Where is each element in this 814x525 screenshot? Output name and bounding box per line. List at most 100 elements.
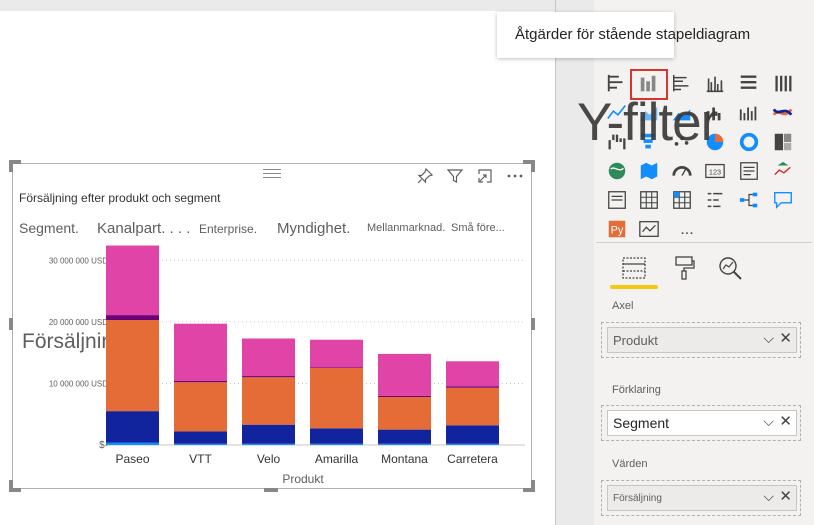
stacked-bar-icon[interactable] — [605, 72, 629, 96]
format-tab[interactable] — [670, 254, 698, 282]
analytics-tab[interactable] — [716, 254, 744, 282]
pin-icon[interactable] — [415, 166, 435, 186]
bar-segment[interactable] — [378, 353, 431, 396]
values-well[interactable]: Försäljning ⌵ ✕ — [601, 480, 801, 516]
bar-segment[interactable] — [378, 395, 431, 397]
resize-handle-middle-left[interactable] — [9, 318, 13, 330]
area-chart-icon[interactable] — [637, 101, 661, 125]
bar-segment[interactable] — [446, 361, 499, 387]
legend-well[interactable]: Segment ⌵ ✕ — [601, 405, 801, 441]
100-bar-icon[interactable] — [737, 72, 761, 96]
scatter-icon[interactable] — [670, 130, 694, 154]
python-visual-icon[interactable]: Py — [605, 217, 629, 241]
resize-handle-top-right-v[interactable] — [531, 160, 535, 172]
legend-item-kanalpartners[interactable]: Kanalpart. . . . — [97, 220, 191, 237]
axis-well[interactable]: Produkt ⌵ ✕ — [601, 322, 801, 358]
bar-segment[interactable] — [174, 382, 227, 432]
bar-segment[interactable] — [378, 443, 431, 445]
bar-segment[interactable] — [446, 425, 499, 444]
multi-row-card-icon[interactable] — [737, 159, 761, 183]
chevron-down-icon[interactable]: ⌵ — [763, 488, 774, 504]
more-visuals-button[interactable]: ... — [675, 218, 699, 242]
bar-segment[interactable] — [242, 376, 295, 378]
resize-handle-middle-right[interactable] — [531, 318, 535, 330]
clustered-bar-icon[interactable] — [670, 72, 694, 96]
resize-handle-bottom-left[interactable] — [9, 488, 21, 492]
line-clustered-icon[interactable] — [737, 101, 761, 125]
remove-field-icon[interactable]: ✕ — [779, 413, 792, 430]
bar-segment[interactable] — [242, 424, 295, 444]
legend-item-enterprise[interactable]: Enterprise. — [199, 222, 258, 236]
chevron-down-icon[interactable]: ⌵ — [763, 330, 774, 346]
bar-segment[interactable] — [174, 323, 227, 381]
smart-narrative-icon[interactable] — [637, 217, 661, 241]
focus-mode-icon[interactable] — [475, 166, 495, 186]
bar-segment[interactable] — [310, 428, 363, 444]
gauge-icon[interactable] — [670, 159, 694, 183]
legend-item-mellanmarknad[interactable]: Mellanmarknad. — [367, 222, 446, 234]
key-influencers-icon[interactable] — [703, 188, 727, 212]
treemap-icon[interactable] — [771, 130, 795, 154]
ribbon-chart-icon[interactable] — [771, 101, 795, 125]
pie-chart-icon[interactable] — [703, 130, 727, 154]
slicer-icon[interactable] — [605, 188, 629, 212]
map-icon[interactable] — [605, 159, 629, 183]
qna-icon[interactable] — [771, 188, 795, 212]
resize-handle-bottom-middle[interactable] — [264, 488, 278, 492]
bar-segment[interactable] — [242, 338, 295, 377]
values-field-pill[interactable]: Försäljning ⌵ ✕ — [607, 485, 797, 511]
100-column-icon[interactable] — [771, 72, 795, 96]
kpi-icon[interactable] — [771, 159, 795, 183]
waterfall-icon[interactable] — [605, 130, 629, 154]
bar-segment[interactable] — [310, 443, 363, 445]
remove-field-icon[interactable]: ✕ — [779, 488, 792, 505]
table-icon[interactable] — [637, 188, 661, 212]
line-column-icon[interactable] — [703, 101, 727, 125]
bar-segment[interactable] — [446, 386, 499, 388]
clustered-column-icon[interactable] — [703, 72, 727, 96]
filter-icon[interactable] — [445, 166, 465, 186]
stacked-column-icon[interactable] — [637, 72, 661, 96]
more-options-icon[interactable] — [505, 166, 525, 186]
resize-handle-bottom-right[interactable] — [523, 488, 535, 492]
bar-segment[interactable] — [174, 380, 227, 383]
fields-tab[interactable] — [620, 254, 648, 282]
resize-handle-top-left-v[interactable] — [9, 160, 13, 172]
resize-handle-top-right[interactable] — [523, 160, 535, 164]
bar-segment[interactable] — [106, 411, 159, 443]
bar-segment[interactable] — [242, 443, 295, 445]
drag-grip-icon[interactable] — [263, 169, 281, 178]
bar-segment[interactable] — [446, 443, 499, 445]
bar-segment[interactable] — [242, 377, 295, 425]
bar-segment[interactable] — [106, 245, 159, 316]
legend-field-pill[interactable]: Segment ⌵ ✕ — [607, 410, 797, 436]
resize-handle-bottom-right-v[interactable] — [531, 480, 535, 492]
bar-segment[interactable] — [106, 320, 159, 412]
bar-segment[interactable] — [378, 396, 431, 430]
bar-segment[interactable] — [310, 368, 363, 429]
stacked-area-icon[interactable] — [670, 101, 694, 125]
bar-segment[interactable] — [106, 442, 159, 445]
bar-segment[interactable] — [310, 339, 363, 368]
decomposition-tree-icon[interactable] — [737, 188, 761, 212]
card-icon[interactable]: 123 — [703, 159, 727, 183]
funnel-icon[interactable] — [637, 130, 661, 154]
matrix-icon[interactable] — [670, 188, 694, 212]
stacked-column-chart-visual[interactable]: Försäljning efter produkt och segment Se… — [9, 160, 535, 492]
donut-chart-icon[interactable] — [737, 130, 761, 154]
axis-field-pill[interactable]: Produkt ⌵ ✕ — [607, 327, 797, 353]
remove-field-icon[interactable]: ✕ — [779, 330, 792, 347]
legend-item-sma-foretag[interactable]: Små före... — [451, 222, 505, 234]
bar-segment[interactable] — [446, 387, 499, 426]
bar-segment[interactable] — [174, 431, 227, 444]
bar-segment[interactable] — [106, 315, 159, 321]
resize-handle-top-left[interactable] — [9, 160, 21, 164]
filled-map-icon[interactable] — [637, 159, 661, 183]
legend-item-myndighet[interactable]: Myndighet. — [277, 220, 351, 237]
chevron-down-icon[interactable]: ⌵ — [763, 413, 774, 429]
bar-segment[interactable] — [174, 443, 227, 445]
bar-segment[interactable] — [378, 429, 431, 444]
line-chart-icon[interactable] — [605, 101, 629, 125]
resize-handle-bottom-left-v[interactable] — [9, 480, 13, 492]
bar-segment[interactable] — [310, 367, 363, 369]
